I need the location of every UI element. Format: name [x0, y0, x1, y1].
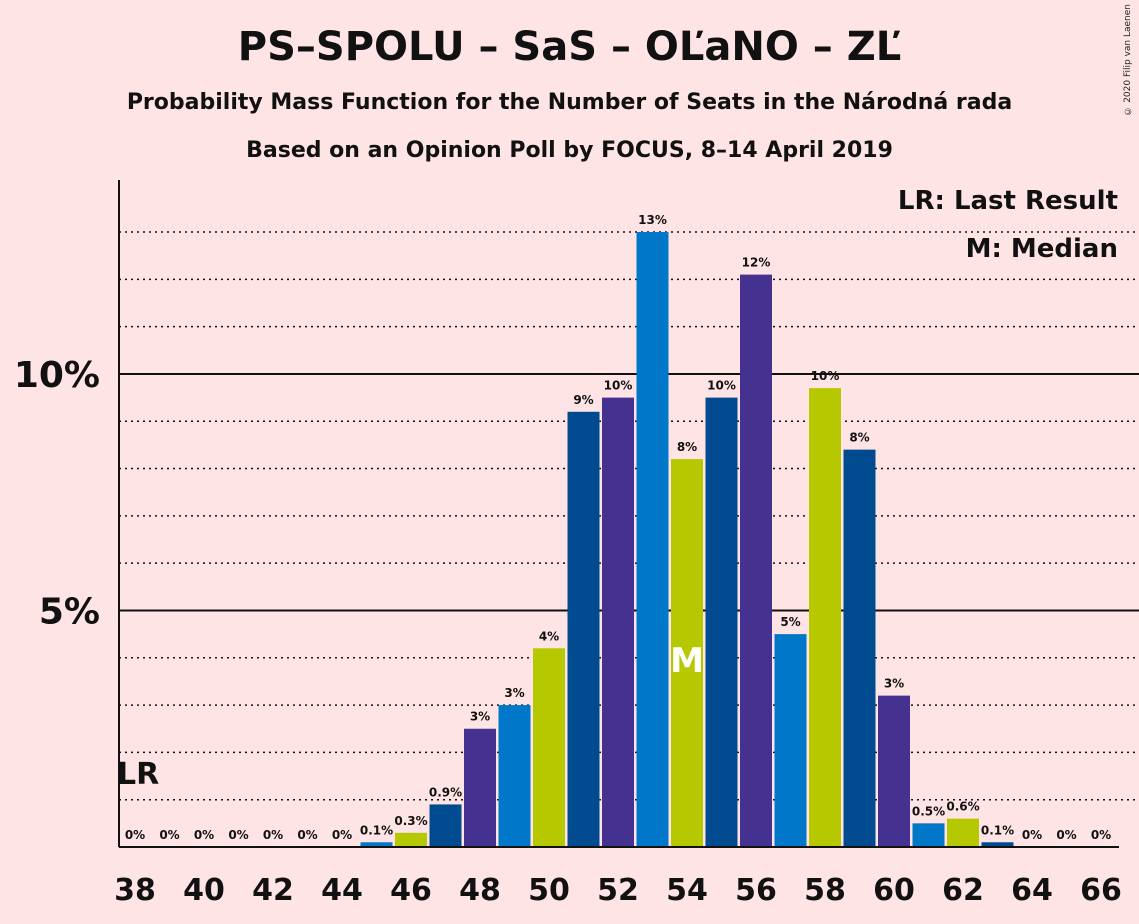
bar-seat-59 — [843, 449, 876, 847]
x-tick-38: 38 — [114, 873, 156, 908]
bar-seat-55 — [705, 397, 738, 847]
bar-label-seat-53: 13% — [638, 213, 667, 227]
x-tick-56: 56 — [735, 873, 777, 908]
legend-median: M: Median — [966, 234, 1118, 264]
bar-label-seat-62: 0.6% — [946, 800, 979, 814]
bar-label-seat-54: 8% — [677, 440, 697, 454]
x-tick-46: 46 — [390, 873, 432, 908]
y-tick-labels: 5% 10% — [14, 355, 100, 633]
bar-seat-56 — [740, 274, 772, 847]
bar-label-seat-50: 4% — [539, 629, 559, 643]
bar-label-seat-42: 0% — [263, 828, 283, 842]
bar-label-seat-52: 10% — [604, 379, 633, 393]
x-tick-66: 66 — [1080, 873, 1122, 908]
bar-label-seat-45: 0.1% — [360, 823, 393, 837]
chart-title: PS–SPOLU – SaS – OĽaNO – ZĽ — [237, 24, 902, 70]
bar-seat-53 — [636, 232, 669, 847]
x-tick-44: 44 — [321, 873, 363, 908]
y-tick-10: 10% — [14, 355, 100, 396]
bar-label-seat-49: 3% — [504, 686, 524, 700]
chart-subtitle-poll: Based on an Opinion Poll by FOCUS, 8–14 … — [246, 138, 893, 163]
chart-subtitle: Probability Mass Function for the Number… — [126, 90, 1013, 115]
x-tick-50: 50 — [528, 873, 570, 908]
bar-seat-45 — [360, 842, 393, 847]
bar-seat-46 — [395, 832, 427, 847]
bar-label-seat-39: 0% — [159, 828, 179, 842]
x-tick-64: 64 — [1011, 873, 1053, 908]
bar-label-seat-51: 9% — [573, 393, 593, 407]
x-tick-40: 40 — [183, 873, 225, 908]
x-tick-54: 54 — [666, 873, 708, 908]
bar-label-seat-61: 0.5% — [912, 804, 945, 818]
bar-label-seat-55: 10% — [707, 379, 736, 393]
bar-label-seat-58: 10% — [811, 369, 840, 383]
bar-label-seat-60: 3% — [884, 677, 904, 691]
bar-label-seat-43: 0% — [297, 828, 317, 842]
bar-label-seat-59: 8% — [849, 431, 869, 445]
bar-seat-50 — [533, 648, 565, 847]
bar-label-seat-56: 12% — [742, 256, 771, 270]
bar-label-seat-40: 0% — [194, 828, 214, 842]
bar-label-seat-57: 5% — [780, 615, 800, 629]
median-marker: M — [670, 641, 704, 681]
bar-seat-49 — [498, 705, 531, 847]
x-tick-42: 42 — [252, 873, 294, 908]
bar-seat-47 — [429, 804, 462, 847]
x-tick-58: 58 — [804, 873, 846, 908]
bar-seat-63 — [981, 842, 1014, 847]
bar-label-seat-66: 0% — [1091, 828, 1111, 842]
bar-value-labels: 0% 0% 0% 0% 0% 0% 0% 0.1%0.3%0.9%3%3%4%9%10%13%… — [125, 213, 1111, 842]
bar-seat-48 — [464, 728, 496, 847]
bar-seat-58 — [809, 388, 841, 847]
bar-seat-54 — [671, 459, 703, 847]
x-tick-labels: 38 40 42 44 46 48 50 52 54 56 58 60 62 64 66 — [114, 873, 1122, 908]
bar-seat-62 — [947, 818, 979, 847]
bar-seat-52 — [602, 397, 634, 847]
y-tick-5: 5% — [39, 591, 100, 632]
bar-seat-60 — [878, 695, 910, 847]
x-tick-48: 48 — [459, 873, 501, 908]
bar-label-seat-38: 0% — [125, 828, 145, 842]
x-tick-62: 62 — [942, 873, 984, 908]
x-tick-60: 60 — [873, 873, 915, 908]
bar-label-seat-41: 0% — [228, 828, 248, 842]
bar-label-seat-47: 0.9% — [429, 785, 462, 799]
bars — [360, 232, 1014, 847]
bar-label-seat-63: 0.1% — [981, 823, 1014, 837]
bar-label-seat-65: 0% — [1056, 828, 1076, 842]
bar-seat-51 — [567, 411, 600, 847]
x-tick-52: 52 — [597, 873, 639, 908]
last-result-marker: LR — [117, 757, 159, 792]
bar-label-seat-46: 0.3% — [394, 814, 427, 828]
legend-last-result: LR: Last Result — [898, 186, 1118, 216]
bar-seat-57 — [774, 634, 807, 847]
bar-label-seat-48: 3% — [470, 710, 490, 724]
bar-label-seat-64: 0% — [1022, 828, 1042, 842]
bar-seat-61 — [912, 823, 945, 847]
bar-label-seat-44: 0% — [332, 828, 352, 842]
